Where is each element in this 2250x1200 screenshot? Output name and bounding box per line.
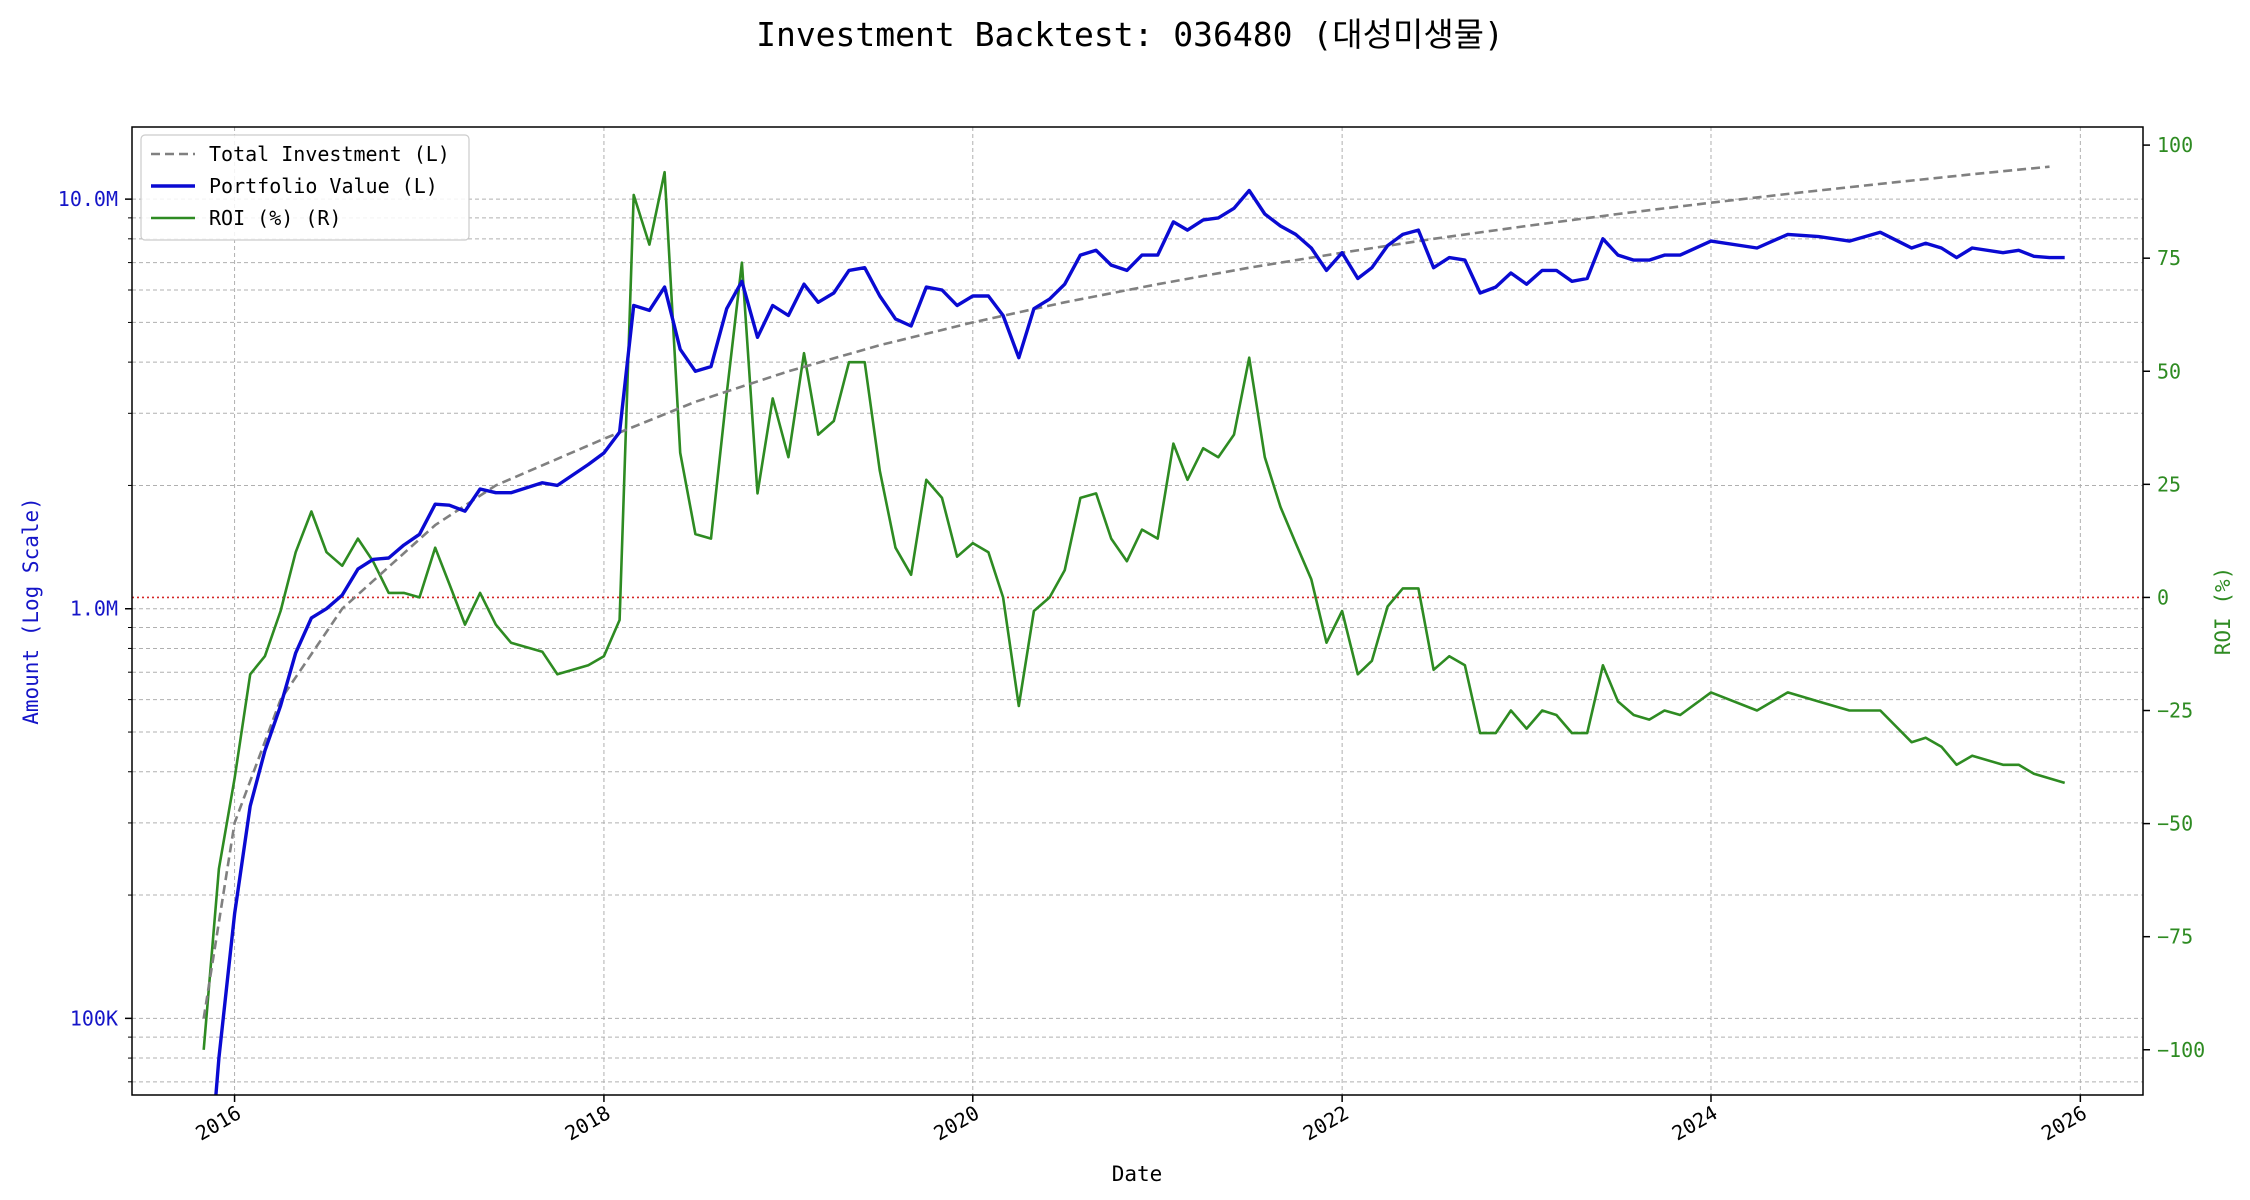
legend: Total Investment (L) Portfolio Value (L) R… (140, 134, 470, 241)
x-tick-label: 2024 (1668, 1101, 1722, 1146)
right-axis-label: ROI (%) (2211, 567, 2235, 656)
right-tick-label: −50 (2157, 812, 2193, 836)
series-line-roi-r (202, 170, 2066, 1050)
grid (132, 127, 2143, 1095)
series-lines (202, 165, 2066, 1096)
left-tick-label: 1.0M (70, 597, 118, 621)
x-tick-label: 2016 (191, 1101, 245, 1146)
left-tick-label: 10.0M (58, 187, 118, 211)
x-tick-label: 2020 (930, 1101, 984, 1146)
right-tick-label: 75 (2157, 246, 2181, 270)
legend-label: ROI (%) (R) (209, 206, 341, 230)
right-tick-label: 50 (2157, 359, 2181, 383)
right-tick-label: 25 (2157, 472, 2181, 496)
x-axis-label: Date (1112, 1162, 1163, 1186)
legend-label: Portfolio Value (L) (209, 174, 438, 198)
x-tick-label: 2018 (561, 1101, 615, 1146)
left-tick-label: 100K (70, 1006, 118, 1030)
chart-title: Investment Backtest: 036480 (대성미생물) (756, 15, 1504, 54)
right-tick-label: 100 (2157, 133, 2193, 157)
right-tick-label: 0 (2157, 585, 2169, 609)
left-axis-label: Amount (Log Scale) (19, 497, 43, 725)
legend-box (140, 134, 470, 241)
x-tick-label: 2026 (2037, 1101, 2091, 1146)
axis-ticks: 2016 2018 2020 2022 2024 2026 100K 1.0M 10.0M 100… (58, 133, 2205, 1145)
plot-frame (131, 126, 2144, 1096)
right-tick-label: −100 (2157, 1038, 2205, 1062)
series-line-total-investment-l (202, 165, 2050, 1019)
x-tick-label: 2022 (1299, 1101, 1353, 1146)
series-line-portfolio-value-l (214, 188, 2065, 1096)
legend-label: Total Investment (L) (209, 142, 450, 166)
right-tick-label: −25 (2157, 699, 2193, 723)
right-tick-label: −75 (2157, 925, 2193, 949)
